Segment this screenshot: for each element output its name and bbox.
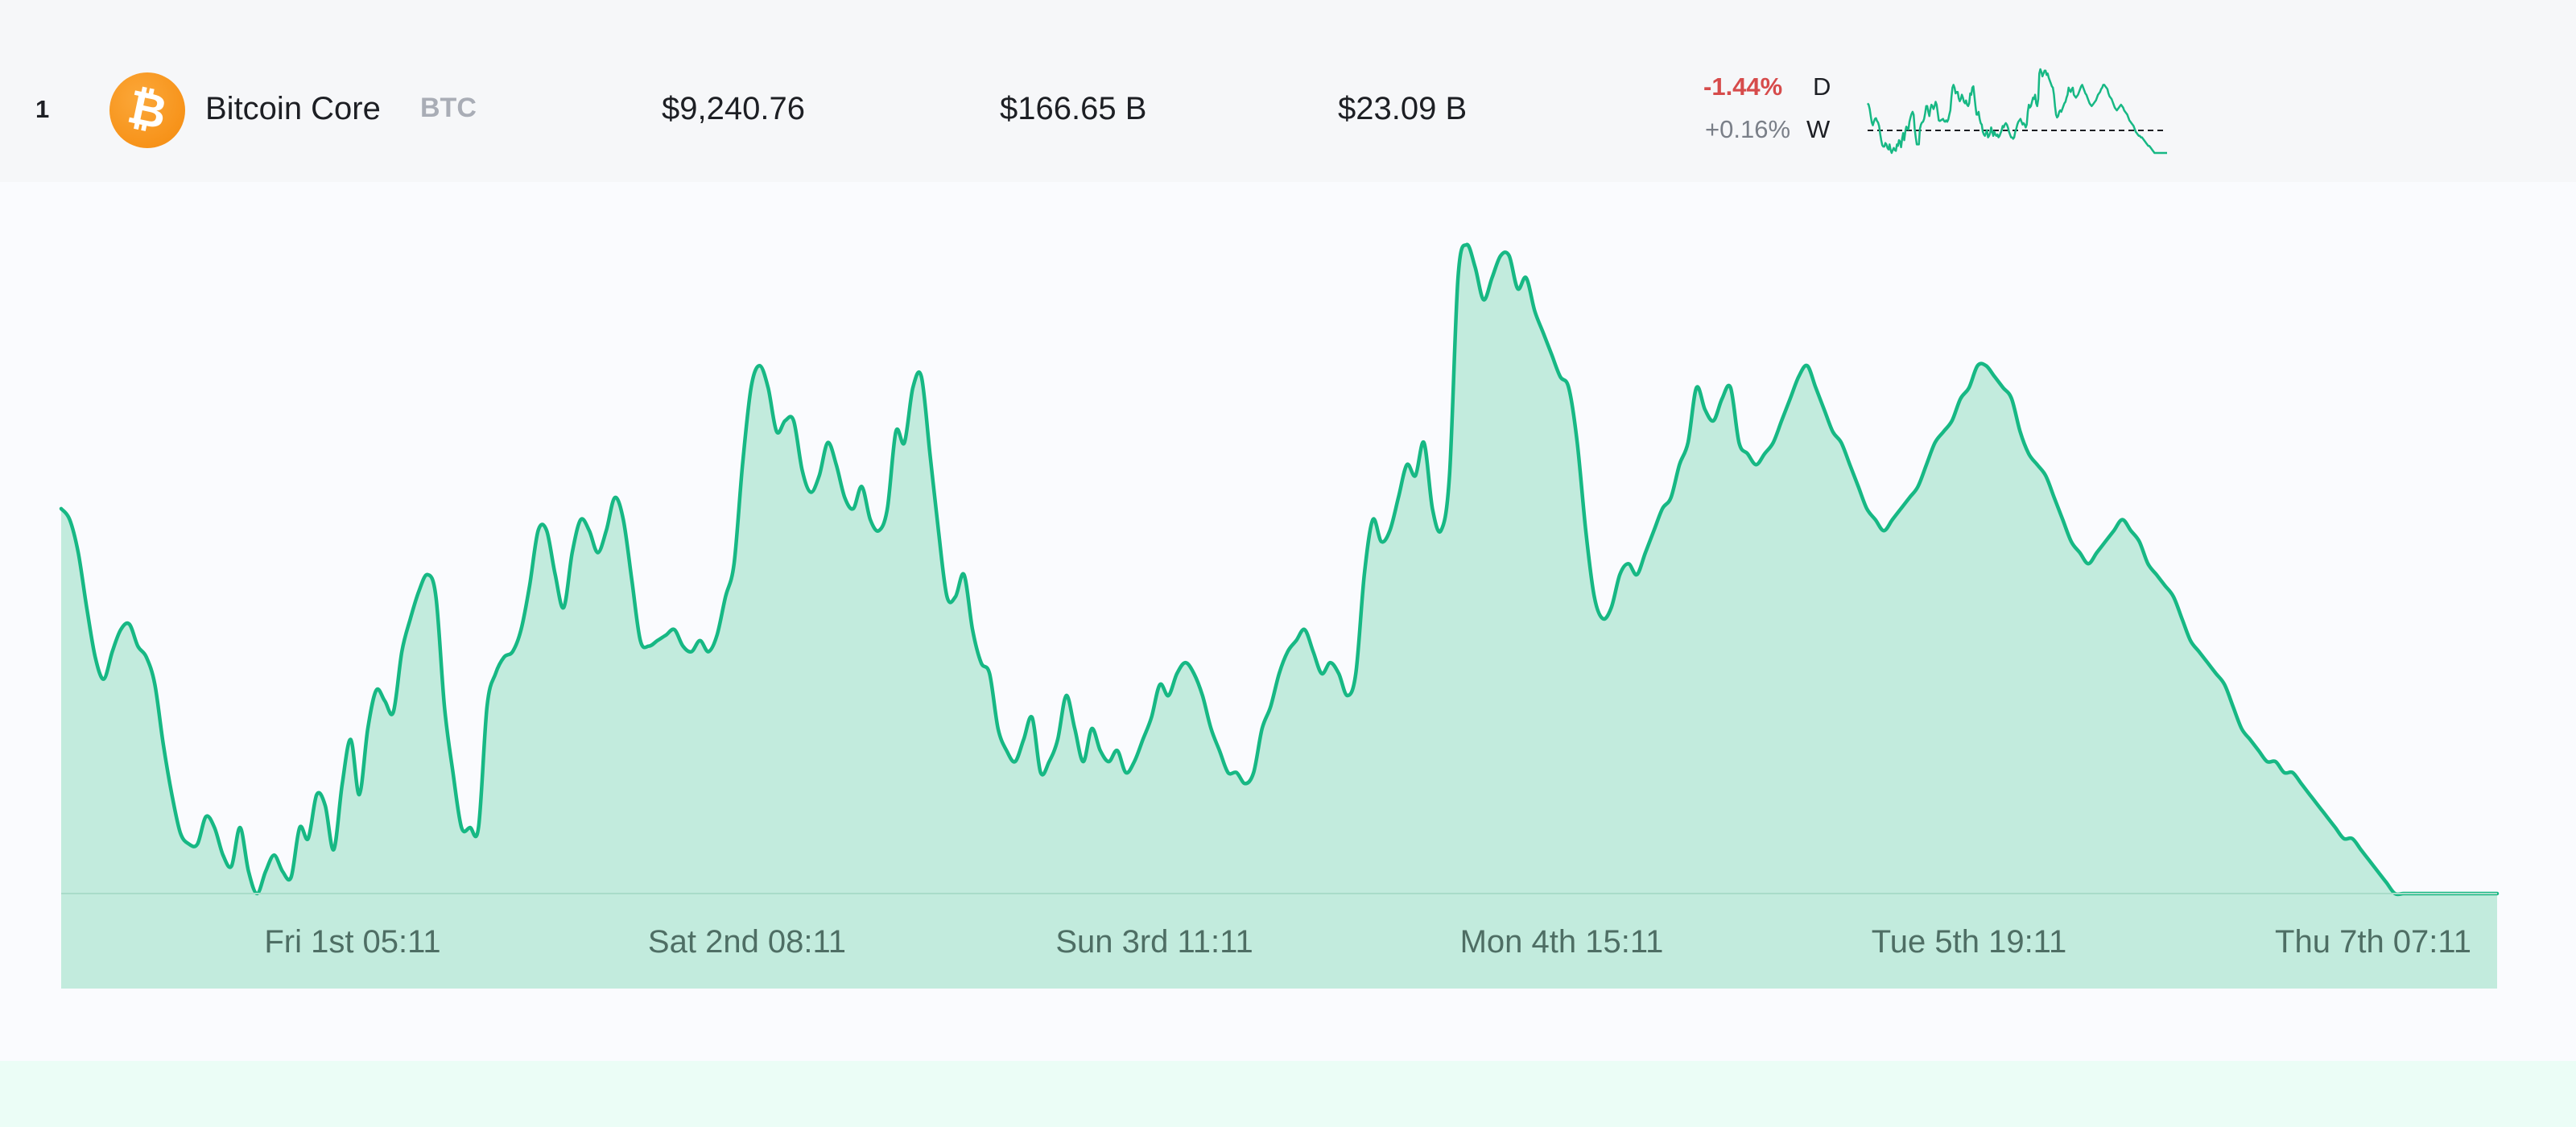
x-tick-label: Fri 1st 05:11 (264, 924, 440, 960)
coin-symbol: BTC (420, 93, 477, 123)
change-day-label: D (1813, 72, 1831, 101)
change-week-label: W (1806, 115, 1831, 143)
x-tick-label: Tue 5th 19:11 (1872, 924, 2066, 960)
x-tick-label: Sun 3rd 11:11 (1055, 924, 1253, 960)
change-day-value: -1.44% (1703, 72, 1783, 101)
coin-row[interactable]: 1 ₿ Bitcoin Core BTC $9,240.76 $166.65 B… (0, 0, 2576, 182)
trade-volume: $23.09 B (1338, 91, 1468, 126)
market-cap: $166.65 B (1000, 91, 1147, 126)
bitcoin-icon: ₿ (109, 72, 185, 148)
chart-line (59, 242, 2500, 897)
sparkline-line (1866, 68, 2167, 155)
coin-price: $9,240.76 (662, 91, 805, 126)
chart-axis-band (61, 894, 2497, 989)
coin-name[interactable]: Bitcoin Core (205, 91, 381, 126)
rank-number: 1 (35, 95, 50, 123)
x-tick-label: Mon 4th 15:11 (1460, 924, 1664, 960)
x-tick-label: Sat 2nd 08:11 (648, 924, 846, 960)
x-tick-label: Thu 7th 07:11 (2275, 924, 2471, 960)
price-chart-svg: Fri 1st 05:11 Sat 2nd 08:11 Sun 3rd 11:11 M… (59, 242, 2500, 989)
bottom-strip (0, 1061, 2576, 1127)
chart-area (61, 244, 2497, 895)
svg-text:₿: ₿ (123, 79, 171, 140)
change-week-value: +0.16% (1705, 115, 1791, 143)
price-chart[interactable]: Fri 1st 05:11 Sat 2nd 08:11 Sun 3rd 11:11 M… (0, 182, 2576, 1061)
sparkline (1866, 68, 2167, 155)
x-axis: Fri 1st 05:11 Sat 2nd 08:11 Sun 3rd 11:11 M… (264, 924, 2471, 960)
